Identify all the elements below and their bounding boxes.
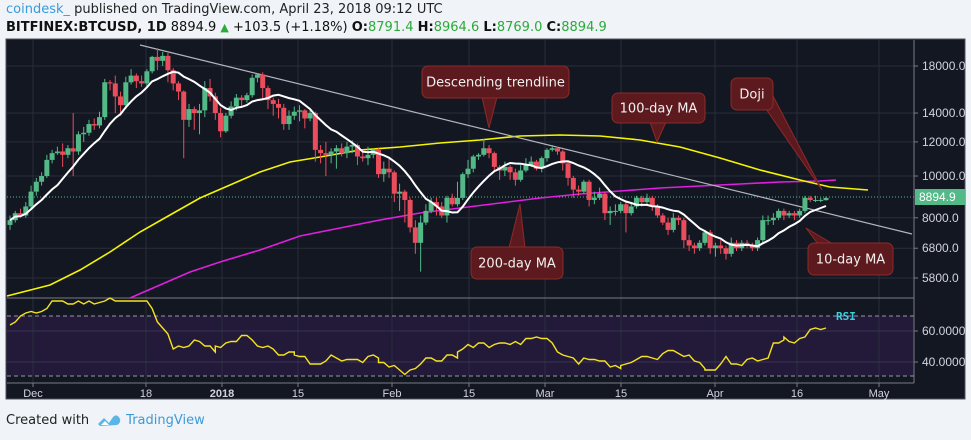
rsi-axis: 60.0000 40.0000 (914, 324, 966, 369)
low-value: 8769.0 (496, 20, 543, 35)
symbol-info: BITFINEX:BTCUSD, 1D 8894.9 ▲ +103.5 (+1.… (6, 20, 607, 35)
last-price-badge: 8894.9 (915, 189, 965, 205)
svg-text:15: 15 (615, 388, 627, 400)
svg-text:18: 18 (140, 388, 152, 400)
created-with-label: Created with (6, 413, 90, 428)
svg-text:200-day MA: 200-day MA (478, 257, 556, 272)
svg-text:Mar: Mar (536, 388, 555, 400)
svg-text:15: 15 (463, 388, 475, 400)
ma10-line (9, 70, 827, 248)
publish-info: coindesk_ published on TradingView.com, … (6, 2, 443, 17)
svg-text:Descending trendline: Descending trendline (426, 76, 565, 91)
high-label: H: (417, 20, 434, 35)
svg-text:10000.0: 10000.0 (922, 169, 966, 183)
svg-text:Feb: Feb (383, 388, 402, 400)
up-arrow-icon: ▲ (220, 21, 229, 34)
annotation-200-day-ma[interactable]: 200-day MA (470, 203, 564, 280)
last-price: 8894.9 (170, 20, 217, 35)
tradingview-logo-icon (98, 414, 121, 426)
open-value: 8791.4 (368, 20, 414, 35)
svg-text:6800.0: 6800.0 (922, 241, 959, 255)
annotation-10-day-ma[interactable]: 10-day MA (805, 227, 894, 276)
svg-text:10-day MA: 10-day MA (816, 253, 885, 268)
svg-text:Doji: Doji (739, 88, 764, 103)
svg-text:14000.0: 14000.0 (922, 106, 966, 120)
tradingview-brand: TradingView (126, 413, 205, 428)
publisher-link[interactable]: coindesk_ (6, 2, 71, 17)
price-axis[interactable]: 18000.0 14000.0 12000.0 10000.0 8000.0 6800.0… (914, 59, 966, 285)
rsi-line (9, 297, 827, 376)
ma200-line (129, 179, 837, 299)
rsi-band (7, 316, 914, 376)
time-axis[interactable]: Dec 18 2018 15 Feb 15 Mar 15 Apr 16 May (23, 383, 890, 400)
published-text: published on TradingView.com, April 23, … (70, 2, 443, 17)
svg-text:8000.0: 8000.0 (922, 211, 959, 225)
price-change: +103.5 (+1.18%) (233, 20, 348, 35)
tradingview-link[interactable]: TradingView (97, 413, 205, 428)
svg-text:Dec: Dec (23, 388, 43, 400)
annotation-descending-trendline[interactable]: Descending trendline (421, 65, 570, 129)
svg-text:8894.9: 8894.9 (919, 190, 956, 204)
open-label: O: (351, 20, 368, 35)
ma100-line (6, 134, 869, 297)
svg-text:5800.0: 5800.0 (922, 271, 959, 285)
svg-text:12000.0: 12000.0 (922, 135, 966, 149)
annotation-100-day-ma[interactable]: 100-day MA (611, 92, 706, 144)
close-value: 8894.9 (561, 20, 607, 35)
price-chart[interactable]: 18000.0 14000.0 12000.0 10000.0 8000.0 6800.0… (0, 0, 971, 410)
svg-text:2018: 2018 (210, 388, 234, 400)
symbol-label: BITFINEX:BTCUSD, 1D (6, 20, 167, 35)
rsi-label: RSI (836, 310, 856, 323)
svg-text:18000.0: 18000.0 (922, 59, 966, 73)
svg-text:May: May (869, 388, 890, 400)
close-label: C: (546, 20, 562, 35)
svg-text:100-day MA: 100-day MA (620, 102, 698, 117)
descending-trendline[interactable] (139, 44, 913, 235)
svg-text:Apr: Apr (706, 388, 723, 400)
svg-text:15: 15 (292, 388, 304, 400)
low-label: L: (483, 20, 497, 35)
high-value: 8964.6 (433, 20, 480, 35)
svg-text:60.0000: 60.0000 (922, 324, 966, 338)
annotations: Descending trendline 100-day MA Doji 200-da… (421, 65, 894, 280)
annotation-doji[interactable]: Doji (730, 77, 823, 191)
footer: Created with TradingView (6, 413, 205, 428)
svg-text:16: 16 (791, 388, 803, 400)
svg-text:40.0000: 40.0000 (922, 355, 966, 369)
